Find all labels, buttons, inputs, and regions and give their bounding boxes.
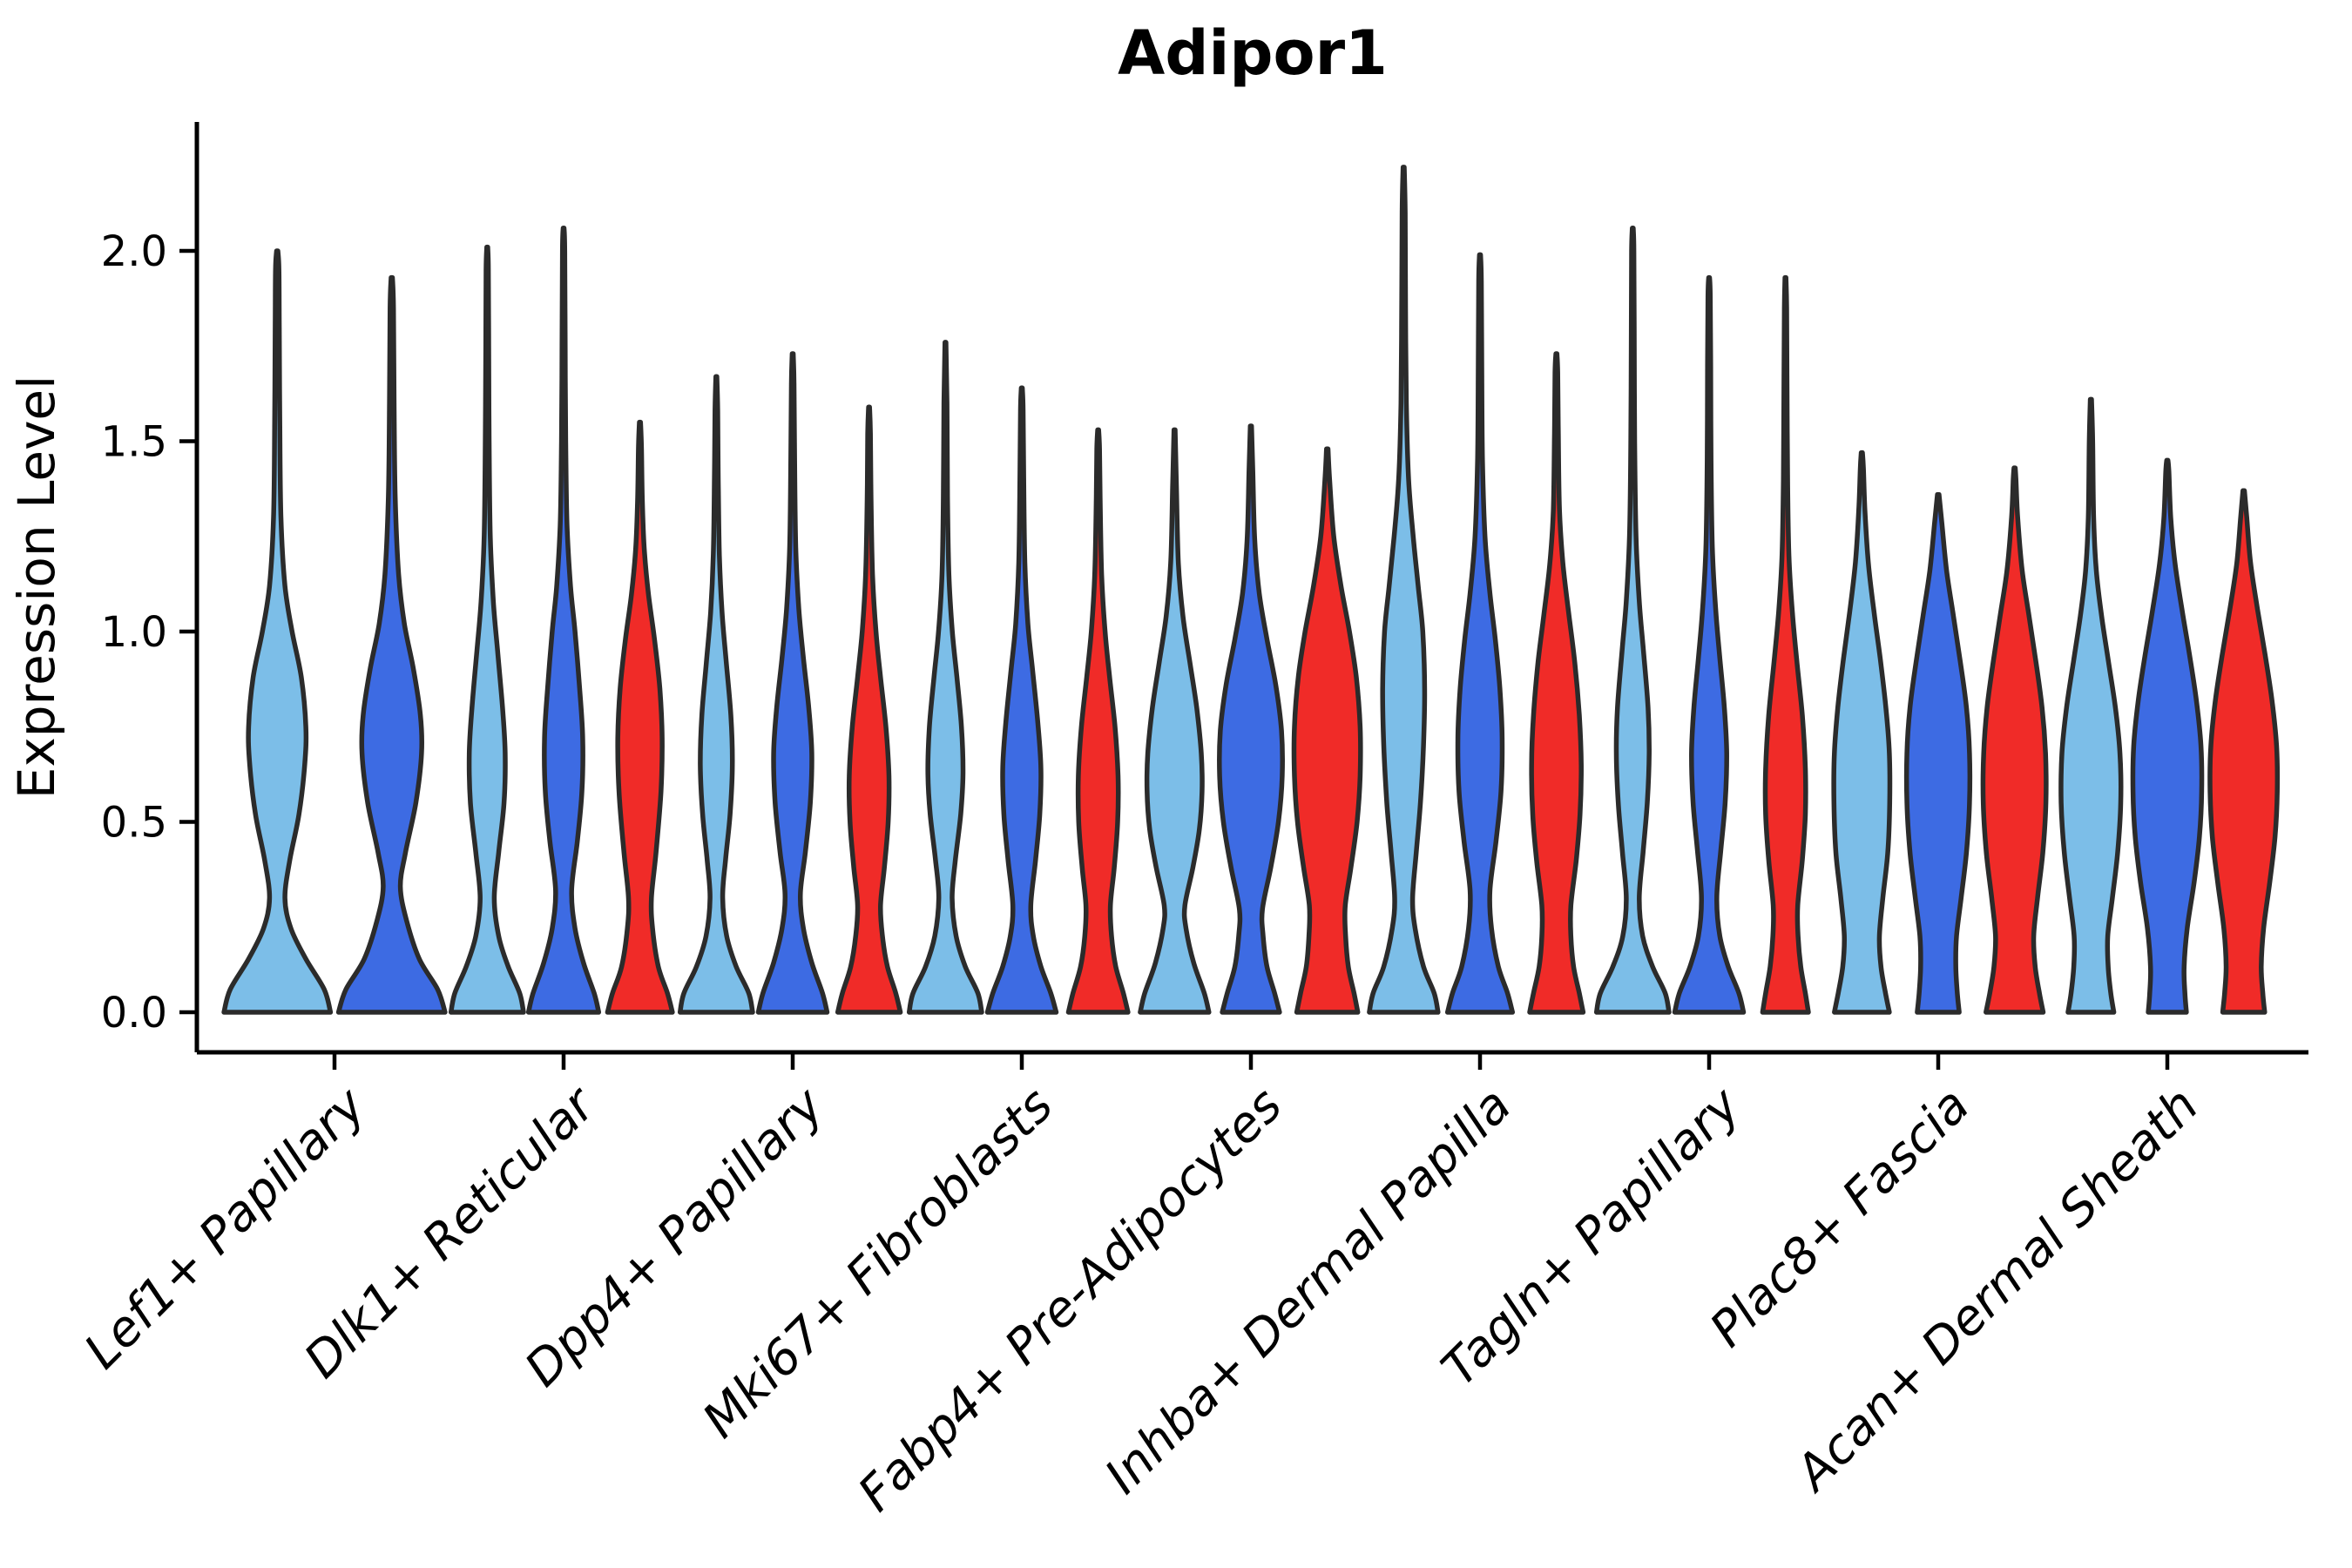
violin-mki67-fibroblasts-red (1065, 427, 1131, 1015)
violin-acan-dermal-sheath-dark_blue (2130, 457, 2205, 1015)
violin-fabp4-pre-adipocytes-dark_blue (1217, 423, 1285, 1015)
violin-tagln-papillary-light_blue (1593, 226, 1672, 1015)
y-tick-label: 1.5 (101, 417, 167, 466)
violin-plac8-fascia-dark_blue (1903, 491, 1973, 1015)
violin-plac8-fascia-red (1980, 465, 2049, 1015)
y-tick-label: 2.0 (101, 227, 167, 276)
violin-inhba-dermal-papilla-red (1527, 351, 1586, 1015)
violin-fabp4-pre-adipocytes-red (1291, 446, 1363, 1015)
violin-series (221, 165, 2281, 1015)
violin-dlk1-reticular-dark_blue (525, 226, 602, 1015)
violin-plac8-fascia-light_blue (1831, 449, 1893, 1015)
violin-inhba-dermal-papilla-dark_blue (1444, 252, 1516, 1015)
violin-acan-dermal-sheath-red (2207, 488, 2281, 1015)
violin-acan-dermal-sheath-light_blue (2058, 396, 2124, 1015)
violin-fabp4-pre-adipocytes-light_blue (1138, 427, 1212, 1015)
y-tick-label: 1.0 (101, 608, 167, 657)
violin-lef1-papillary-light_blue (221, 248, 334, 1015)
y-axis: 0.0 0.5 1.0 1.5 2.0 (101, 227, 197, 1037)
y-tick-label: 0.5 (101, 798, 167, 847)
x-tick-label-inhba-dermal-papilla: Inhba+ Dermal Papilla (1094, 1077, 1522, 1504)
violin-tagln-papillary-red (1760, 274, 1811, 1015)
violin-dlk1-reticular-red (605, 419, 675, 1015)
violin-dpp4-papillary-dark_blue (755, 351, 830, 1015)
chart-title: Adipor1 (1118, 17, 1388, 89)
violin-tagln-papillary-dark_blue (1672, 274, 1747, 1015)
violin-dpp4-papillary-light_blue (677, 374, 755, 1015)
y-tick-label: 0.0 (101, 989, 167, 1037)
x-tick-label-fabp4-pre-adipocytes: Fabp4+ Pre-Adipocytes (848, 1077, 1293, 1522)
violin-mki67-fibroblasts-dark_blue (984, 385, 1059, 1015)
violin-inhba-dermal-papilla-light_blue (1367, 165, 1441, 1015)
x-tick-label-acan-dermal-sheath: Acan+ Dermal Sheath (1783, 1077, 2209, 1503)
violin-dpp4-papillary-red (835, 404, 903, 1015)
violin-dlk1-reticular-light_blue (448, 244, 526, 1015)
violin-lef1-papillary-dark_blue (335, 274, 448, 1015)
violin-mki67-fibroblasts-light_blue (906, 340, 984, 1015)
y-axis-label: Expression Level (7, 375, 66, 799)
